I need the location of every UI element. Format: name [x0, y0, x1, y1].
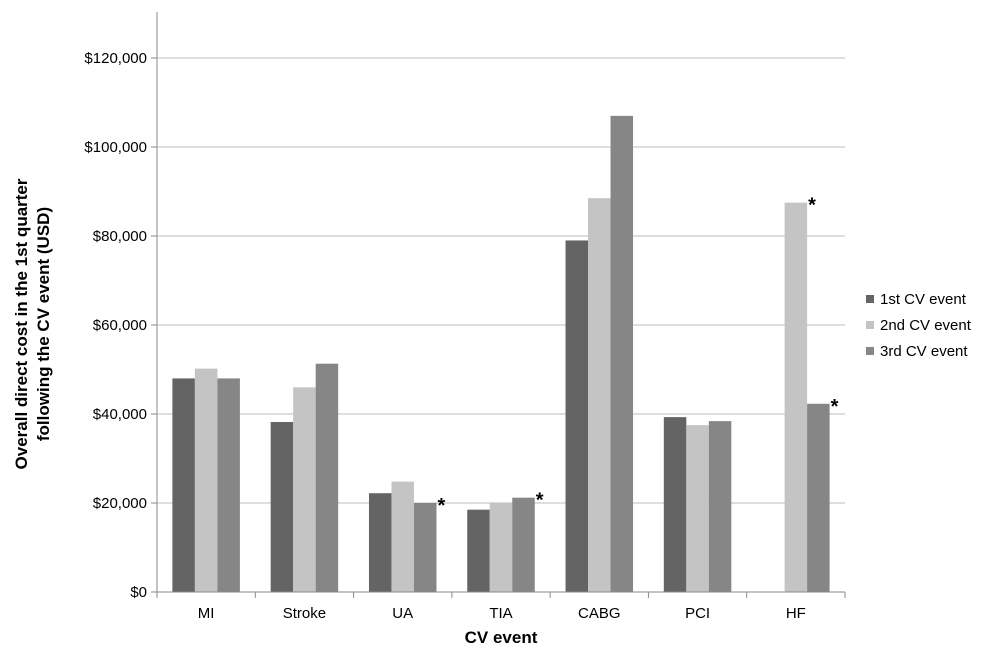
legend-label: 2nd CV event: [880, 317, 972, 334]
axes: [151, 12, 846, 598]
x-tick-label: CABG: [578, 605, 621, 622]
bars: [172, 115, 830, 593]
x-tick-label: UA: [392, 605, 413, 622]
bar-hf-series-3: [807, 403, 830, 592]
bar-ua-series-2: [391, 481, 414, 592]
x-tick-label: HF: [786, 605, 806, 622]
y-axis-title: Overall direct cost in the 1st quarter f…: [12, 178, 53, 469]
legend: 1st CV event 2nd CV event 3rd CV event: [866, 291, 972, 360]
legend-swatch: [866, 295, 874, 303]
y-axis-title-line-2: following the CV event (USD): [34, 207, 53, 441]
bar-pci-series-2: [686, 425, 709, 592]
significance-asterisk: *: [536, 490, 544, 512]
y-tick-label: $80,000: [93, 228, 147, 245]
legend-swatch: [866, 321, 874, 329]
y-tick-label: $20,000: [93, 495, 147, 512]
bar-stroke-series-1: [270, 422, 294, 592]
bar-pci-series-3: [708, 421, 732, 592]
bar-cabg-series-1: [565, 240, 589, 592]
bar-stroke-series-3: [315, 363, 339, 592]
x-tick-label: TIA: [489, 605, 512, 622]
x-axis-title: CV event: [465, 628, 538, 647]
bar-mi-series-2: [194, 368, 218, 592]
x-tick-labels: MI Stroke UA TIA CABG PCI HF: [198, 605, 806, 622]
x-tick-label: PCI: [685, 605, 710, 622]
bar-tia-series-1: [467, 509, 490, 592]
bar-tia-series-3: [512, 497, 535, 592]
y-tick-label: $60,000: [93, 317, 147, 334]
bar-ua-series-1: [368, 493, 392, 592]
gridlines: [157, 57, 845, 504]
y-tick-label: $40,000: [93, 406, 147, 423]
bar-tia-series-2: [489, 503, 513, 592]
legend-label: 3rd CV event: [880, 343, 968, 360]
bar-pci-series-1: [663, 417, 687, 592]
y-tick-label: $120,000: [84, 50, 147, 67]
significance-asterisk: *: [437, 495, 445, 517]
bar-cabg-series-3: [610, 115, 634, 592]
bar-stroke-series-2: [293, 387, 316, 592]
bar-mi-series-1: [172, 378, 195, 592]
x-tick-label: Stroke: [283, 605, 326, 622]
bar-cabg-series-2: [588, 198, 611, 593]
bar-ua-series-3: [413, 503, 437, 592]
y-axis-title-line-1: Overall direct cost in the 1st quarter: [12, 178, 31, 469]
annotations: * * * *: [437, 195, 838, 517]
bar-hf-series-2: [784, 202, 808, 592]
significance-asterisk: *: [831, 396, 839, 418]
bar-mi-series-3: [217, 378, 240, 592]
legend-swatch: [866, 347, 874, 355]
legend-label: 1st CV event: [880, 291, 967, 308]
y-tick-label: $0: [130, 584, 147, 601]
y-tick-labels: $0 $20,000 $40,000 $60,000 $80,000 $100,000 $1…: [84, 50, 147, 601]
significance-asterisk: *: [808, 195, 816, 217]
y-tick-label: $100,000: [84, 139, 147, 156]
x-tick-label: MI: [198, 605, 215, 622]
